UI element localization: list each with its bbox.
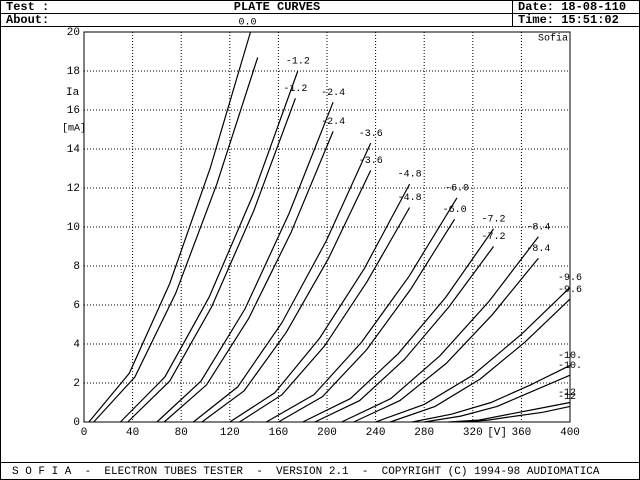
plate-curve — [93, 57, 259, 423]
curve-label: -12 — [558, 392, 576, 403]
plate-curve — [424, 374, 571, 423]
curve-label: -8.4 — [526, 222, 550, 233]
y-tick-label: 6 — [73, 300, 80, 312]
test-label: Test : — [6, 0, 49, 14]
curve-label: -3.6 — [359, 129, 383, 140]
plate-curve — [460, 405, 571, 423]
curve-label: -7.2 — [481, 215, 505, 226]
corner-text: Sofia — [538, 33, 568, 45]
curve-label: -2.4 — [321, 117, 345, 128]
curve-label: -1.2 — [283, 84, 307, 95]
x-tick-label: 0 — [81, 427, 88, 439]
date: Date: 18-08-110 — [518, 0, 626, 14]
curve-label: -2.4 — [321, 88, 345, 99]
plate-curve — [229, 183, 411, 423]
x-tick-label: 360 — [511, 427, 531, 439]
curve-label: -6.0 — [443, 205, 467, 216]
plate-curve — [341, 236, 539, 423]
curve-label: -9.6 — [558, 273, 582, 284]
plate-curve — [127, 98, 296, 423]
y-axis-unit: [mA] — [62, 123, 86, 135]
plate-curve — [193, 142, 372, 423]
plot: 0 40 80 120 160 200 240 280 320 360 400 0 2 4 6 8 10 12 14… — [62, 18, 582, 439]
plate-curve — [156, 101, 334, 423]
plate-curve — [314, 246, 494, 423]
curve-label: -8.4 — [526, 244, 550, 255]
x-tick-label: 280 — [414, 427, 434, 439]
curve-label: -10. — [558, 361, 582, 372]
curve-label: -1.2 — [286, 57, 310, 68]
plate-curve — [375, 286, 571, 423]
plate-curve — [411, 364, 571, 423]
plate-curve — [119, 70, 299, 423]
x-tick-label: 320 — [463, 427, 483, 439]
y-tick-label: 20 — [67, 27, 80, 39]
plate-curve — [239, 207, 411, 423]
plate-curve — [278, 218, 456, 423]
y-tick-label: 12 — [67, 183, 80, 195]
y-tick-label: 16 — [67, 105, 80, 117]
time: Time: 15:51:02 — [518, 13, 619, 27]
x-tick-label: 80 — [175, 427, 188, 439]
plate-curve — [390, 298, 571, 423]
curve-label: -3.6 — [359, 156, 383, 167]
plate-curve — [266, 197, 458, 423]
x-tick-label: 400 — [560, 427, 580, 439]
about-label: About: — [6, 13, 49, 27]
y-tick-label: 4 — [73, 339, 80, 351]
plate-curve — [448, 401, 571, 423]
y-tick-label: 18 — [67, 66, 80, 78]
curve-label: -4.8 — [398, 170, 422, 181]
x-tick-label: 160 — [268, 427, 288, 439]
curve-label: -10. — [558, 351, 582, 362]
x-tick-label: 240 — [366, 427, 386, 439]
curve-label: -4.8 — [398, 193, 422, 204]
y-axis-label: Ia — [66, 87, 80, 99]
plate-curve — [88, 31, 252, 423]
y-tick-label: 14 — [67, 144, 81, 156]
plot-frame — [83, 31, 571, 423]
plate-curve — [302, 228, 494, 423]
plate-curve — [201, 170, 372, 423]
x-tick-label: 40 — [126, 427, 139, 439]
curve-label: -9.6 — [558, 285, 582, 296]
y-tick-label: 8 — [73, 261, 80, 273]
curve-label: 0.0 — [238, 18, 256, 29]
x-tick-label: 200 — [317, 427, 337, 439]
y-tick-label: 10 — [67, 222, 80, 234]
curve-label: -6.0 — [445, 183, 469, 194]
plate-curve — [353, 257, 539, 423]
curve-label: -12 — [558, 388, 576, 399]
y-tick-label: 2 — [73, 378, 80, 390]
x-tick-label: 120 — [220, 427, 240, 439]
plate-curve — [163, 131, 334, 423]
footer-text: S O F I A - ELECTRON TUBES TESTER - VERS… — [12, 466, 600, 478]
x-axis-unit: [V] — [487, 427, 507, 439]
screen-title: PLATE CURVES — [234, 0, 320, 14]
curve-label: -7.2 — [481, 232, 505, 243]
y-tick-label: 0 — [73, 417, 80, 429]
